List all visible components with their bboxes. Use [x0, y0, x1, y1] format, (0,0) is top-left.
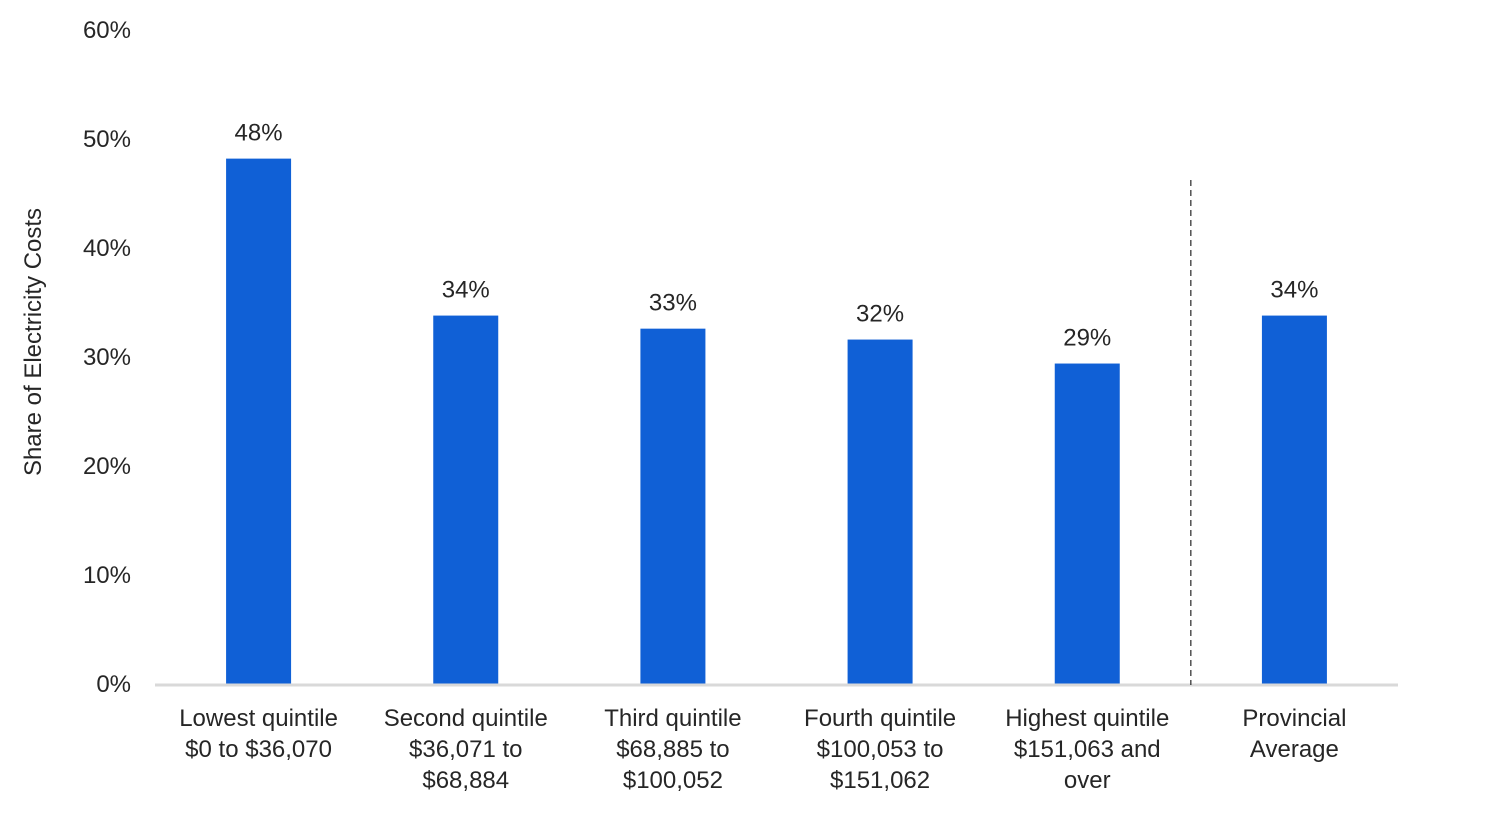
x-axis: Lowest quintile $0 to $36,070 Second quint… [155, 180, 1398, 794]
data-label: 32% [856, 301, 904, 328]
data-label: 29% [1063, 325, 1111, 352]
bar [1054, 363, 1120, 684]
y-axis-label: Share of Electricity Costs [20, 208, 47, 476]
y-tick-label: 60% [83, 17, 131, 44]
bar [847, 339, 913, 684]
y-tick-label: 0% [96, 671, 131, 698]
bar [640, 328, 706, 684]
x-tick-label: Lowest quintile $0 to $36,070 [179, 705, 338, 763]
bar [433, 315, 499, 684]
data-label: 34% [1270, 277, 1318, 304]
y-tick-label: 50% [83, 126, 131, 153]
y-tick-label: 30% [83, 344, 131, 371]
bar [226, 158, 292, 684]
x-tick-label: Third quintile $68,885 to $100,052 [604, 705, 741, 794]
bar [1261, 315, 1327, 684]
x-tick-label: Second quintile $36,071 to $68,884 [384, 705, 548, 794]
data-label: 48% [235, 120, 283, 147]
y-axis: 0% 10% 20% 30% 40% 50% 60% [83, 17, 131, 698]
y-tick-label: 10% [83, 562, 131, 589]
data-label: 34% [442, 277, 490, 304]
y-tick-label: 40% [83, 235, 131, 262]
x-tick-label: Fourth quintile $100,053 to $151,062 [804, 705, 956, 794]
x-tick-label: Provincial Average [1242, 705, 1346, 763]
y-tick-label: 20% [83, 453, 131, 480]
data-label: 33% [649, 290, 697, 317]
bars [226, 158, 1327, 684]
x-tick-label: Highest quintile $151,063 and over [1005, 705, 1169, 794]
data-labels: 48% 34% 33% 32% 29% 34% [235, 120, 1319, 352]
